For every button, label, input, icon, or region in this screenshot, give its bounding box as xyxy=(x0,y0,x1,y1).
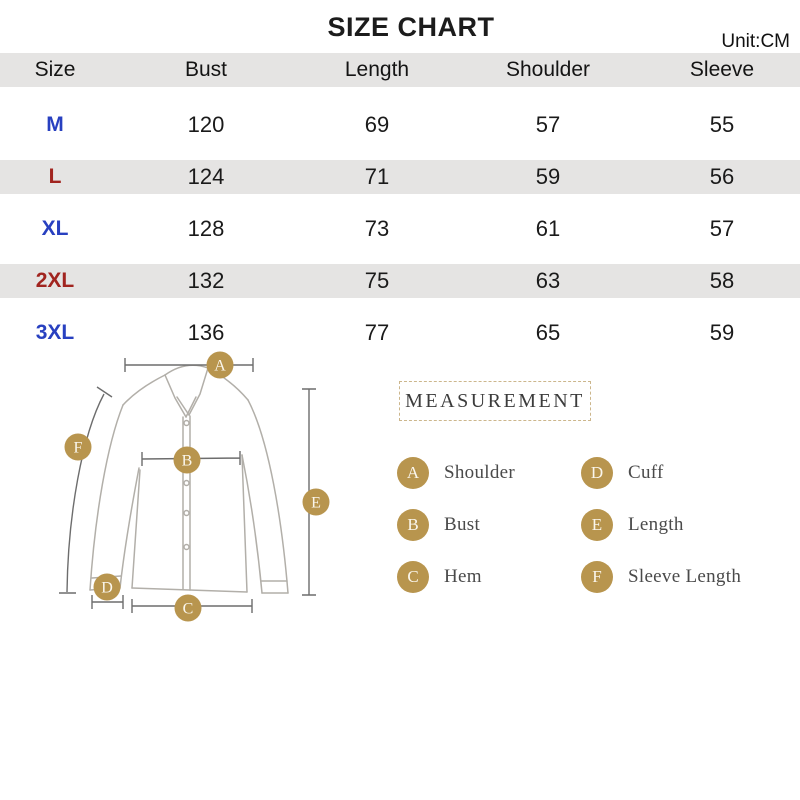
measurement-title: MEASUREMENT xyxy=(405,389,585,412)
size-table-header-row: Size Bust Length Shoulder Sleeve xyxy=(0,53,800,87)
marker-badge-e: E xyxy=(302,488,330,516)
length-cell: 73 xyxy=(364,216,390,241)
marker-letter: A xyxy=(214,358,226,375)
sleeve-cell: 55 xyxy=(709,112,735,137)
length-cell: 69 xyxy=(364,112,390,137)
size-cell: 3XL xyxy=(35,321,75,344)
column-header-sleeve: Sleeve xyxy=(689,58,755,81)
table-row-l: L 124 71 59 56 xyxy=(0,151,800,203)
bust-cell: 136 xyxy=(187,320,225,345)
marker-letter: E xyxy=(311,495,321,512)
length-cell: 71 xyxy=(364,164,390,189)
marker-badge-f: F xyxy=(64,433,92,461)
column-header-length: Length xyxy=(344,58,410,81)
table-row-xl: XL 128 73 61 57 xyxy=(0,203,800,255)
size-cell: XL xyxy=(41,217,69,240)
bust-cell: 120 xyxy=(187,112,225,137)
legend-label: Bust xyxy=(444,514,481,535)
shirt-measurement-diagram: A B C D E F xyxy=(59,351,330,622)
sleeve-cell: 58 xyxy=(709,268,735,293)
legend-key-badge: E xyxy=(581,509,613,541)
column-header-size: Size xyxy=(34,58,76,81)
page-title: SIZE CHART xyxy=(327,12,495,42)
legend-label: Cuff xyxy=(628,462,664,483)
length-cell: 75 xyxy=(364,268,390,293)
legend-item-bust: B Bust xyxy=(397,509,515,541)
legend-item-cuff: D Cuff xyxy=(581,457,741,489)
legend-label: Length xyxy=(628,514,684,535)
sleeve-cell: 56 xyxy=(709,164,735,189)
marker-badge-a: A xyxy=(206,351,234,379)
legend-item-hem: C Hem xyxy=(397,561,515,593)
legend-column-left: A Shoulder B Bust C Hem xyxy=(397,457,515,593)
legend-key-badge: B xyxy=(397,509,429,541)
table-row-m: M 120 69 57 55 xyxy=(0,99,800,151)
shoulder-cell: 59 xyxy=(535,164,561,189)
sleeve-cell: 57 xyxy=(709,216,735,241)
marker-badge-c: C xyxy=(174,594,202,622)
marker-letter: C xyxy=(183,601,194,618)
legend-label: Hem xyxy=(444,566,482,587)
legend-label: Sleeve Length xyxy=(628,566,742,587)
size-cell: M xyxy=(46,113,64,136)
dimension-lines xyxy=(59,358,316,613)
shirt-outline-drawing xyxy=(89,364,289,594)
legend-key-badge: D xyxy=(581,457,613,489)
shoulder-cell: 61 xyxy=(535,216,561,241)
legend-key-badge: C xyxy=(397,561,429,593)
marker-badge-b: B xyxy=(173,446,201,474)
legend-key-badge: F xyxy=(581,561,613,593)
bust-cell: 132 xyxy=(187,268,225,293)
marker-letter: D xyxy=(101,580,113,597)
size-table: Size Bust Length Shoulder Sleeve M 120 6… xyxy=(0,53,800,359)
marker-letter: F xyxy=(74,440,83,457)
table-row-2xl: 2XL 132 75 63 58 xyxy=(0,255,800,307)
size-cell: L xyxy=(48,165,62,188)
size-cell: 2XL xyxy=(35,269,75,292)
sleeve-cell: 59 xyxy=(709,320,735,345)
unit-label: Unit:CM xyxy=(721,31,790,52)
table-row-3xl: 3XL 136 77 65 59 xyxy=(0,307,800,359)
shoulder-cell: 57 xyxy=(535,112,561,137)
marker-letter: B xyxy=(182,453,193,470)
column-header-shoulder: Shoulder xyxy=(505,58,591,81)
legend-column-right: D Cuff E Length F Sleeve Length xyxy=(581,457,741,593)
bust-cell: 128 xyxy=(187,216,225,241)
length-cell: 77 xyxy=(364,320,390,345)
column-header-bust: Bust xyxy=(184,58,228,81)
bust-cell: 124 xyxy=(187,164,225,189)
marker-badge-d: D xyxy=(93,573,121,601)
legend-label: Shoulder xyxy=(444,462,516,483)
legend-item-sleeve-length: F Sleeve Length xyxy=(581,561,741,593)
measurement-title-box: MEASUREMENT xyxy=(399,381,591,421)
legend-item-length: E Length xyxy=(581,509,741,541)
size-table-body: M 120 69 57 55 L 124 71 59 56 XL 128 73 … xyxy=(0,99,800,359)
legend-key-badge: A xyxy=(397,457,429,489)
shoulder-cell: 65 xyxy=(535,320,561,345)
shoulder-cell: 63 xyxy=(535,268,561,293)
legend-item-shoulder: A Shoulder xyxy=(397,457,515,489)
